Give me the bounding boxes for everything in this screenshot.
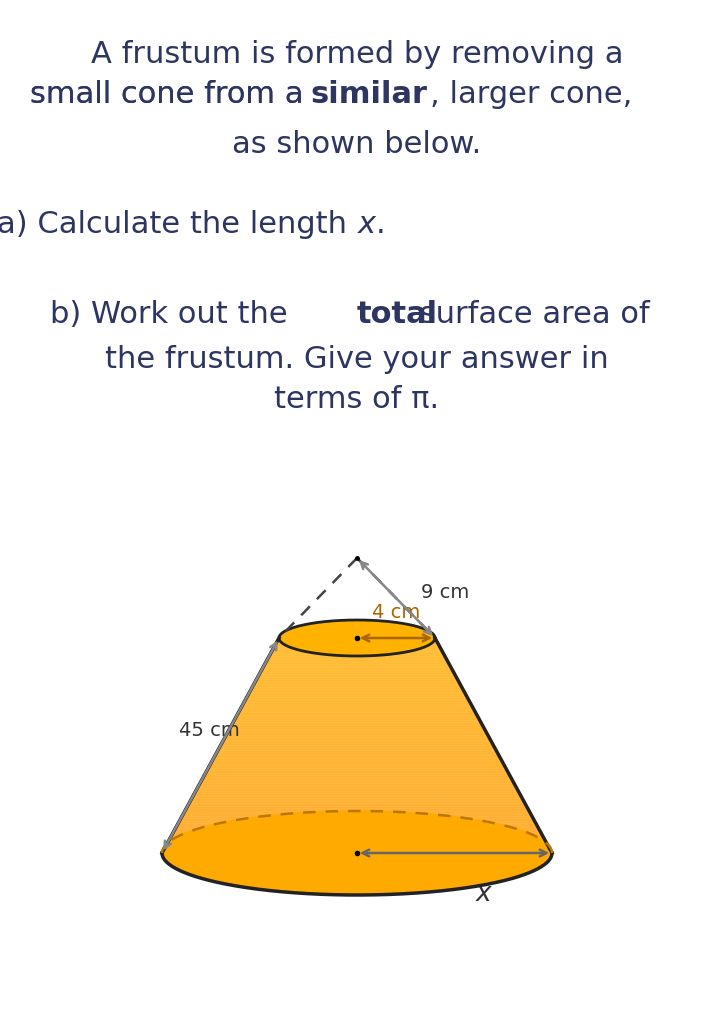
Text: b) Work out the: b) Work out the (50, 300, 297, 329)
Text: surface area of: surface area of (410, 300, 650, 329)
Text: small cone from a: small cone from a (30, 80, 313, 109)
Text: A frustum is formed by removing a: A frustum is formed by removing a (91, 40, 623, 69)
Text: small cone from a: small cone from a (30, 80, 313, 109)
Text: 45 cm: 45 cm (178, 721, 239, 740)
Text: 9 cm: 9 cm (421, 584, 469, 602)
Text: a) Calculate the length: a) Calculate the length (0, 210, 357, 238)
Text: , larger cone,: , larger cone, (430, 80, 633, 109)
Polygon shape (162, 811, 552, 895)
Text: $x$.: $x$. (357, 210, 384, 238)
Text: similar: similar (310, 80, 427, 109)
Text: 4 cm: 4 cm (372, 603, 420, 622)
Text: terms of π.: terms of π. (274, 386, 440, 414)
Text: $x$: $x$ (476, 881, 494, 907)
Text: total: total (357, 300, 438, 329)
Polygon shape (279, 620, 435, 656)
Text: as shown below.: as shown below. (232, 130, 482, 159)
Text: the frustum. Give your answer in: the frustum. Give your answer in (105, 345, 609, 374)
